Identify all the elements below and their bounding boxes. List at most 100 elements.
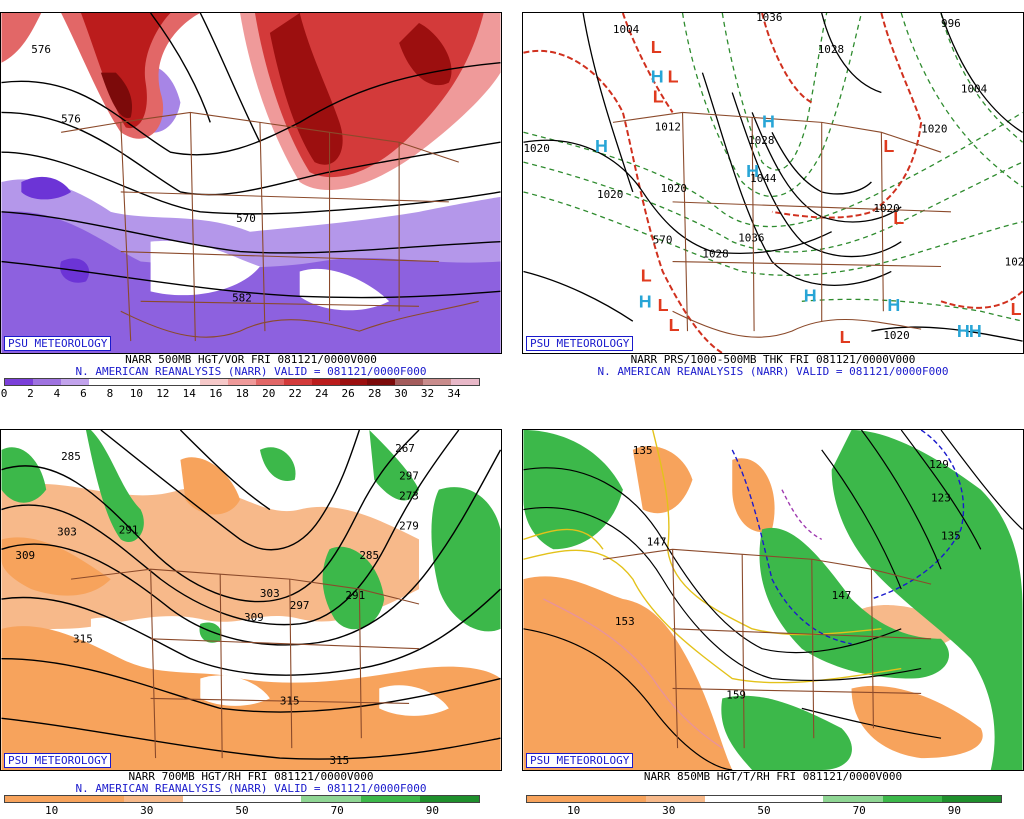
pressure-map-graphic: H H H H H H H H H L L L L L L L L L L bbox=[523, 13, 1023, 353]
colorbar-tick-label: 22 bbox=[288, 387, 302, 400]
map-850mb-temp-rh: 135 147 153 159 147 135 129 123 bbox=[522, 429, 1024, 771]
contour-label: 285 bbox=[61, 450, 81, 463]
colorbar-tick-label: 14 bbox=[182, 387, 196, 400]
low-pressure-marker: L bbox=[653, 86, 664, 106]
caption-line-1: NARR 700MB HGT/RH FRI 081121/0000V000 bbox=[128, 770, 374, 783]
colorbar-swatch bbox=[144, 379, 173, 385]
colorbar-tick-label: 12 bbox=[156, 387, 170, 400]
contour-label: 147 bbox=[832, 589, 852, 602]
colorbar-tick-label: 10 bbox=[566, 804, 581, 817]
contour-label: 297 bbox=[290, 599, 310, 612]
high-pressure-marker: H bbox=[969, 321, 982, 341]
colorbar-tick-label: 4 bbox=[53, 387, 61, 400]
colorbar-swatch bbox=[200, 379, 228, 385]
colorbar-swatch bbox=[88, 379, 117, 385]
contour-label: 129 bbox=[929, 458, 949, 471]
colorbar-swatch bbox=[311, 379, 340, 385]
contour-label: 309 bbox=[244, 611, 264, 624]
contour-label: 1020 bbox=[873, 202, 899, 215]
psu-meteorology-credit: PSU METEOROLOGY bbox=[4, 336, 112, 351]
contour-label: 1020 bbox=[921, 122, 947, 135]
contour-label: 1004 bbox=[613, 23, 640, 36]
colorbar-swatch bbox=[116, 379, 145, 385]
contour-label: 153 bbox=[615, 615, 635, 628]
rh850-map-graphic: 135 147 153 159 147 135 129 123 bbox=[523, 430, 1023, 770]
high-pressure-marker: H bbox=[762, 111, 775, 131]
contour-label: 1036 bbox=[756, 13, 782, 24]
colorbar-swatch bbox=[423, 379, 451, 385]
low-pressure-marker: L bbox=[669, 315, 680, 335]
colorbar-tick-label: 20 bbox=[262, 387, 276, 400]
contour-label: 1020 bbox=[523, 142, 549, 155]
colorbar-tick-label: 32 bbox=[420, 387, 435, 400]
contour-label: 570 bbox=[653, 234, 673, 247]
map-pressure-thickness: H H H H H H H H H L L L L L L L L L L bbox=[522, 12, 1024, 354]
colorbar-tick-label: 18 bbox=[235, 387, 249, 400]
colorbar-swatch bbox=[395, 379, 424, 385]
psu-meteorology-credit: PSU METEOROLOGY bbox=[526, 753, 634, 768]
contour-label: 303 bbox=[260, 587, 280, 600]
colorbar-tick-label: 2 bbox=[27, 387, 34, 400]
contour-label: 1012 bbox=[655, 120, 681, 133]
colorbar-tick-label: 30 bbox=[394, 387, 408, 400]
vorticity-colorbar-ticks: 0 2 4 6 8 10 12 14 16 18 20 22 24 26 28 30 32 34 bbox=[0, 387, 480, 400]
contour-label: 297 bbox=[399, 470, 419, 483]
colorbar-swatch bbox=[60, 379, 89, 385]
colorbar-tick-label: 8 bbox=[106, 387, 114, 400]
vorticity-map-graphic: 570 582 576 576 bbox=[1, 13, 501, 353]
map-700mb-rh: 285 291 297 303 309 315 315 315 303 291 … bbox=[0, 429, 502, 771]
rh700-map-graphic: 285 291 297 303 309 315 315 315 303 291 … bbox=[1, 430, 501, 770]
colorbar-tick-label: 70 bbox=[852, 804, 866, 817]
high-pressure-marker: H bbox=[595, 136, 608, 156]
colorbar-tick-label: 50 bbox=[757, 804, 771, 817]
contour-label: 1020 bbox=[597, 188, 623, 201]
contour-label: 159 bbox=[726, 688, 746, 701]
contour-label: 1036 bbox=[738, 232, 764, 245]
high-pressure-marker: H bbox=[639, 291, 652, 311]
low-pressure-marker: L bbox=[1011, 299, 1022, 319]
contour-label: 123 bbox=[931, 492, 951, 505]
panel-pressure-thickness: H H H H H H H H H L L L L L L L L L L bbox=[522, 0, 1024, 402]
colorbar-tick-label: 0 bbox=[0, 387, 8, 400]
low-pressure-marker: L bbox=[641, 265, 652, 285]
caption-line-2: N. AMERICAN REANALYSIS (NARR) VALID = 08… bbox=[75, 365, 427, 378]
colorbar-swatch bbox=[172, 379, 201, 385]
contour-label: 576 bbox=[61, 112, 81, 125]
colorbar-tick-label: 90 bbox=[425, 804, 440, 817]
contour-label: 102 bbox=[1005, 256, 1023, 269]
contour-label: 147 bbox=[647, 535, 667, 548]
rh-colorbar-ticks: 10 30 50 70 90 bbox=[526, 805, 1002, 817]
contour-label: 279 bbox=[399, 519, 419, 532]
psu-meteorology-credit: PSU METEOROLOGY bbox=[526, 336, 634, 351]
colorbar-swatch bbox=[32, 379, 61, 385]
colorbar-tick-label: 30 bbox=[140, 804, 154, 817]
high-pressure-marker: H bbox=[651, 67, 664, 87]
colorbar-tick-label: 90 bbox=[947, 804, 962, 817]
contour-label: 267 bbox=[395, 442, 415, 455]
high-pressure-marker: H bbox=[746, 161, 759, 181]
colorbar-swatch bbox=[5, 379, 33, 385]
rh-colorbar bbox=[4, 795, 480, 803]
colorbar-tick-label: 16 bbox=[209, 387, 223, 400]
colorbar-swatch bbox=[451, 379, 479, 385]
contour-label: 303 bbox=[57, 525, 77, 538]
colorbar-tick-label: 10 bbox=[129, 387, 143, 400]
panel-500mb-vorticity: 570 582 576 576 PSU METEOROLOGY NARR 500… bbox=[0, 0, 502, 402]
panel-850mb-temp-rh: 135 147 153 159 147 135 129 123 PSU METE… bbox=[522, 417, 1024, 819]
caption-line-1: NARR 500MB HGT/VOR FRI 081121/0000V000 bbox=[125, 353, 377, 366]
low-pressure-marker: L bbox=[883, 136, 894, 156]
contour-label: 1028 bbox=[748, 134, 774, 147]
colorbar-tick-label: 10 bbox=[44, 804, 59, 817]
high-pressure-marker: H bbox=[887, 295, 900, 315]
panel-700mb-rh: 285 291 297 303 309 315 315 315 303 291 … bbox=[0, 417, 502, 819]
contour-label: 135 bbox=[941, 529, 961, 542]
contour-label: 1020 bbox=[883, 329, 909, 342]
psu-meteorology-credit: PSU METEOROLOGY bbox=[4, 753, 112, 768]
contour-label: 315 bbox=[280, 694, 300, 707]
colorbar-tick-label: 34 bbox=[447, 387, 461, 400]
rh-colorbar-ticks: 10 30 50 70 90 bbox=[4, 805, 480, 817]
contour-label: 1028 bbox=[702, 248, 728, 261]
contour-label: 315 bbox=[73, 633, 93, 646]
vorticity-colorbar bbox=[4, 378, 480, 386]
caption-line-2: N. AMERICAN REANALYSIS (NARR) VALID = 08… bbox=[597, 365, 949, 378]
